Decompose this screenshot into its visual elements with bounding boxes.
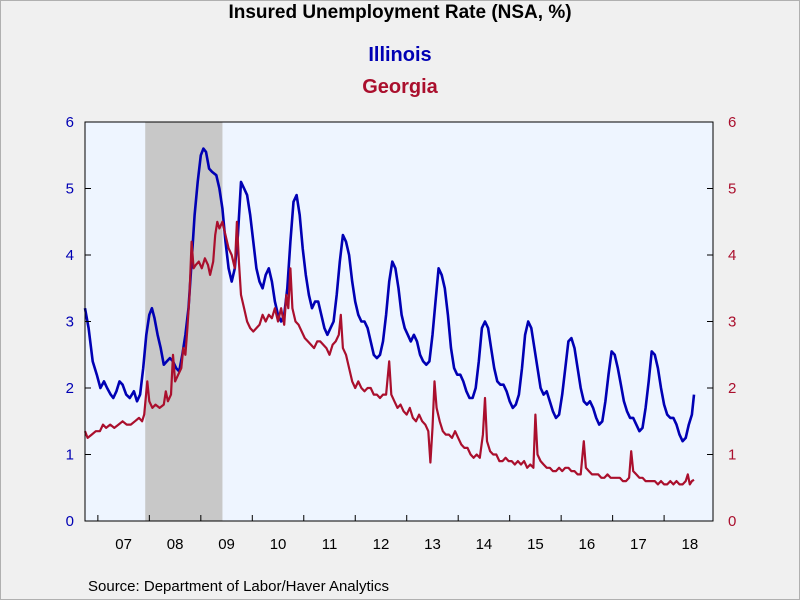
x-tick-label: 16 xyxy=(579,536,596,553)
y-tick-label-right: 2 xyxy=(728,380,736,397)
legend-entry-illinois: Illinois xyxy=(368,44,432,66)
x-tick-label: 09 xyxy=(218,536,235,553)
y-tick-label-left: 1 xyxy=(66,447,74,464)
y-tick-label-left: 3 xyxy=(66,314,74,331)
x-tick-label: 08 xyxy=(167,536,184,553)
y-tick-label-right: 3 xyxy=(728,314,736,331)
y-tick-label-right: 5 xyxy=(728,181,736,198)
x-tick-label: 12 xyxy=(373,536,390,553)
y-tick-label-left: 0 xyxy=(66,513,74,530)
y-tick-label-left: 6 xyxy=(66,114,74,131)
y-tick-label-right: 1 xyxy=(728,447,736,464)
y-tick-label-right: 6 xyxy=(728,114,736,131)
x-tick-label: 11 xyxy=(322,536,338,553)
chart-title: Insured Unemployment Rate (NSA, %) xyxy=(228,2,572,23)
y-tick-label-left: 2 xyxy=(66,380,74,397)
y-tick-label-left: 4 xyxy=(66,247,74,264)
legend-entry-georgia: Georgia xyxy=(362,76,438,98)
x-tick-label: 07 xyxy=(115,536,132,553)
y-tick-label-right: 0 xyxy=(728,513,736,530)
y-tick-label-right: 4 xyxy=(728,247,736,264)
x-tick-label: 13 xyxy=(424,536,441,553)
x-tick-label: 15 xyxy=(527,536,544,553)
y-tick-label-left: 5 xyxy=(66,181,74,198)
x-tick-label: 18 xyxy=(681,536,698,553)
x-tick-label: 10 xyxy=(270,536,287,553)
source-note: Source: Department of Labor/Haver Analyt… xyxy=(88,578,389,595)
x-tick-label: 17 xyxy=(630,536,647,553)
series-line-georgia xyxy=(83,220,695,486)
recession-band xyxy=(145,122,223,521)
x-tick-label: 14 xyxy=(476,536,493,553)
